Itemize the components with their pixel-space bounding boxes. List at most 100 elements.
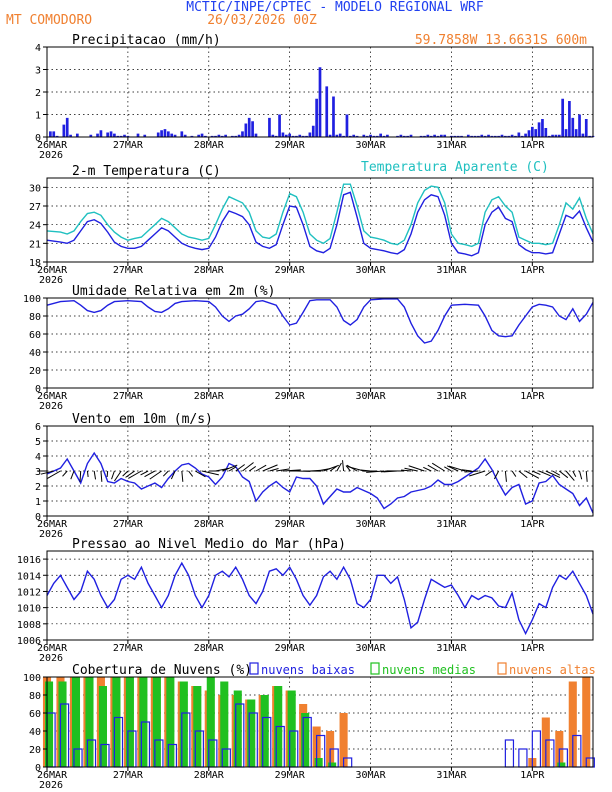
wind-arrow	[464, 470, 479, 473]
panel-frame	[46, 676, 594, 768]
precip-bar	[406, 135, 409, 137]
wind-arrow	[255, 464, 267, 472]
precip-bar	[490, 135, 494, 137]
precip-bar	[510, 134, 514, 137]
wind-arrow	[276, 468, 290, 472]
x-year-label: 2026	[39, 653, 63, 664]
x-tick-label: 31MAR	[436, 391, 467, 402]
x-tick-label: 26MAR	[37, 140, 68, 151]
precip-bar	[197, 134, 201, 137]
cloud-bar-nuvens-altas	[582, 677, 591, 767]
x-tick-label: 1APR	[520, 265, 545, 276]
wind-arrow	[181, 470, 184, 482]
precip-bar	[335, 134, 339, 137]
precip-bar	[362, 134, 366, 137]
cloud-bar-nuvens-medias	[193, 686, 202, 767]
x-year-label: 2026	[39, 275, 63, 286]
precip-bar	[554, 134, 558, 137]
y-tick-label: 5	[35, 437, 41, 448]
wind-arrow	[106, 470, 109, 478]
precip-bar	[355, 135, 359, 137]
panel-frame	[46, 177, 594, 263]
wind-arrow	[431, 462, 445, 472]
y-tick-label: 1006	[17, 636, 41, 647]
wind-arrow	[525, 470, 540, 479]
x-tick-label: 29MAR	[275, 770, 306, 781]
precip-bar	[166, 131, 170, 137]
panel-title: Vento em 10m (m/s)	[72, 412, 213, 427]
precip-bar	[247, 117, 251, 137]
wind-arrow	[269, 468, 279, 472]
precip-bar	[544, 128, 548, 137]
wind-arrow	[552, 470, 561, 476]
precip-bar	[561, 98, 565, 137]
precip-bar	[342, 135, 345, 137]
cloud-bar-nuvens-baixas	[504, 739, 515, 768]
wind-arrow	[122, 470, 129, 477]
wind-arrow	[100, 470, 103, 482]
x-tick-label: 28MAR	[194, 391, 225, 402]
precip-bar	[288, 133, 292, 137]
precip-bar	[62, 124, 66, 137]
y-tick-label: 1012	[17, 587, 41, 598]
precip-bar	[268, 117, 271, 137]
x-tick-label: 1APR	[520, 391, 545, 402]
precip-bar	[520, 135, 524, 137]
wind-arrow	[47, 470, 61, 479]
precip-bar	[453, 135, 457, 137]
panel-6	[42, 676, 595, 771]
wind-arrow	[545, 470, 561, 479]
cloud-bar-nuvens-baixas	[518, 748, 528, 768]
wind-arrow	[329, 466, 337, 472]
cloud-bar-nuvens-medias	[233, 690, 242, 767]
y-tick-label: 100	[23, 673, 41, 684]
cloud-legend-label: nuvens altas	[509, 663, 596, 677]
wind-arrow	[70, 470, 75, 480]
precip-bar	[75, 133, 79, 137]
wind-arrow	[228, 466, 237, 472]
y-tick-label: 100	[23, 294, 41, 305]
x-tick-label: 27MAR	[113, 643, 144, 654]
series-line	[46, 298, 594, 344]
wind-arrow	[511, 470, 517, 477]
x-tick-label: 30MAR	[356, 140, 387, 151]
precip-bar	[396, 135, 399, 137]
precip-bar	[220, 135, 224, 137]
precip-bar	[210, 135, 214, 137]
wind-arrow	[93, 470, 97, 480]
precip-bar	[480, 134, 484, 137]
wind-arrow	[493, 470, 500, 480]
precip-bar	[217, 134, 221, 137]
precip-bar	[541, 119, 544, 137]
precip-bar	[423, 135, 426, 137]
y-tick-label: 2	[35, 482, 41, 493]
cloud-bar-nuvens-medias	[71, 677, 81, 767]
x-tick-label: 28MAR	[194, 519, 225, 530]
wind-arrow	[401, 469, 412, 472]
precip-bar	[332, 96, 335, 137]
precip-bar	[514, 135, 517, 137]
precip-bar	[204, 135, 207, 137]
series-line	[46, 191, 594, 257]
x-tick-label: 31MAR	[436, 519, 467, 530]
x-tick-label: 29MAR	[275, 519, 306, 530]
precip-bar	[113, 133, 116, 137]
y-tick-label: 80	[29, 691, 41, 702]
wind-arrow	[366, 470, 385, 473]
x-tick-label: 26MAR	[37, 643, 68, 654]
precip-bar	[551, 134, 554, 137]
cloud-bar-nuvens-altas	[339, 713, 348, 767]
precip-bar	[504, 135, 507, 137]
precip-bar	[231, 135, 234, 137]
cloud-bar-nuvens-medias	[85, 677, 94, 767]
wind-arrow	[282, 469, 301, 472]
cloud-bar-nuvens-medias	[206, 677, 215, 767]
y-tick-label: 60	[29, 709, 41, 720]
y-tick-label: 1016	[17, 555, 41, 566]
precip-bar	[65, 117, 69, 137]
precip-bar	[517, 132, 521, 137]
precip-bar	[547, 135, 551, 137]
y-tick-label: 3	[35, 467, 41, 478]
precip-bar	[251, 121, 254, 137]
precip-bar	[436, 135, 440, 137]
